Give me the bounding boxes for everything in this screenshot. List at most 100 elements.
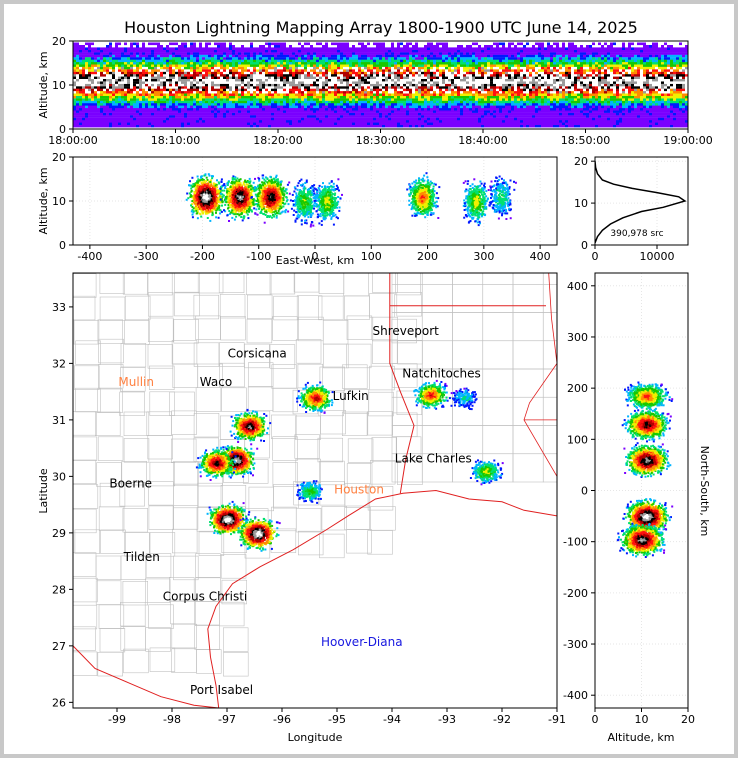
time-density-cell [424, 59, 427, 63]
time-density-cell [247, 88, 250, 92]
time-density-cell [178, 88, 181, 92]
time-density-cell [352, 107, 355, 111]
time-density-cell [226, 57, 229, 60]
time-density-cell [91, 59, 94, 63]
time-density-cell [145, 66, 148, 70]
time-density-cell [427, 52, 430, 55]
time-density-cell [469, 74, 472, 77]
time-density-cell [79, 66, 82, 70]
time-density-cell [118, 49, 121, 53]
time-density-cell [502, 69, 505, 72]
time-density-cell [229, 47, 232, 50]
time-density-cell [379, 78, 382, 82]
time-density-cell [298, 122, 301, 125]
time-density-cell [478, 64, 481, 67]
time-density-cell [199, 66, 202, 70]
time-density-cell [376, 124, 379, 128]
time-density-cell [442, 59, 445, 63]
time-density-cell [469, 105, 472, 109]
time-density-cell [190, 95, 193, 99]
time-density-cell [424, 110, 427, 113]
time-density-cell [322, 78, 325, 82]
time-density-cell [250, 107, 253, 111]
time-density-cell [193, 42, 196, 46]
time-density-cell [157, 52, 160, 55]
time-density-cell [79, 54, 82, 58]
time-density-cell [214, 64, 217, 67]
time-density-cell [292, 69, 295, 72]
time-density-cell [148, 107, 151, 111]
time-density-cell [136, 74, 139, 77]
time-density-cell [457, 95, 460, 99]
time-density-cell [190, 107, 193, 111]
time-density-cell [307, 122, 310, 125]
time-density-cell [352, 93, 355, 96]
time-density-cell [391, 112, 394, 116]
time-density-cell [475, 120, 478, 123]
time-density-cell [367, 117, 370, 121]
time-density-cell [283, 124, 286, 128]
time-density-cell [457, 78, 460, 82]
time-density-cell [511, 115, 514, 118]
time-density-cell [502, 71, 505, 75]
time-density-cell [304, 103, 307, 106]
time-density-cell [220, 83, 223, 87]
time-density-cell [424, 54, 427, 58]
time-density-cell [121, 52, 124, 55]
time-density-cell [109, 59, 112, 63]
time-density-cell [460, 81, 463, 84]
time-density-cell [277, 103, 280, 106]
time-density-cell [73, 122, 76, 125]
time-density-cell [127, 61, 130, 65]
time-density-cell [346, 93, 349, 96]
time-density-cell [460, 112, 463, 116]
altitude-time-panel: 18:00:00 18:10:00 18:20:00 18:30:00 18:40:00… [48, 35, 712, 147]
time-density-cell [433, 93, 436, 96]
time-density-cell [76, 112, 79, 116]
time-density-cell [262, 74, 265, 77]
time-density-cell [226, 74, 229, 77]
time-density-cell [247, 122, 250, 125]
time-density-cell [430, 52, 433, 55]
time-density-cell [457, 122, 460, 125]
time-density-cell [136, 115, 139, 118]
time-density-cell [172, 81, 175, 84]
time-density-cell [256, 120, 259, 123]
time-density-cell [142, 105, 145, 109]
time-density-cell [208, 122, 211, 125]
time-density-cell [487, 115, 490, 118]
time-density-cell [76, 103, 79, 106]
time-density-cell [142, 93, 145, 96]
time-density-cell [193, 124, 196, 128]
time-density-cell [100, 57, 103, 60]
time-density-cell [148, 49, 151, 53]
time-density-cell [115, 90, 118, 94]
time-density-cell [403, 112, 406, 116]
time-density-cell [208, 81, 211, 84]
time-density-cell [124, 95, 127, 99]
time-density-cell [208, 107, 211, 111]
time-density-cell [145, 120, 148, 123]
time-density-cell [430, 71, 433, 75]
time-density-cell [301, 103, 304, 106]
time-density-cell [406, 78, 409, 82]
time-density-cell [184, 86, 187, 89]
time-density-cell [154, 122, 157, 125]
time-density-cell [280, 90, 283, 94]
time-density-cell [463, 95, 466, 99]
time-density-cell [88, 100, 91, 104]
time-density-cell [196, 93, 199, 96]
time-density-cell [382, 57, 385, 60]
time-density-cell [193, 88, 196, 92]
time-density-cell [145, 47, 148, 50]
time-density-cell [100, 117, 103, 121]
time-density-cell [178, 100, 181, 104]
time-density-cell [391, 107, 394, 111]
time-density-cell [286, 124, 289, 128]
time-density-cell [280, 93, 283, 96]
time-density-cell [448, 78, 451, 82]
time-density-cell [214, 52, 217, 55]
time-density-cell [151, 86, 154, 89]
time-density-cell [127, 95, 130, 99]
time-density-cell [337, 86, 340, 89]
